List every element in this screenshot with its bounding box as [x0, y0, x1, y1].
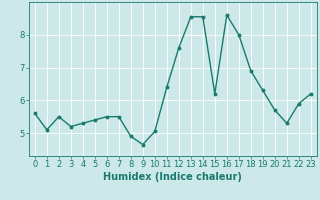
- X-axis label: Humidex (Indice chaleur): Humidex (Indice chaleur): [103, 172, 242, 182]
